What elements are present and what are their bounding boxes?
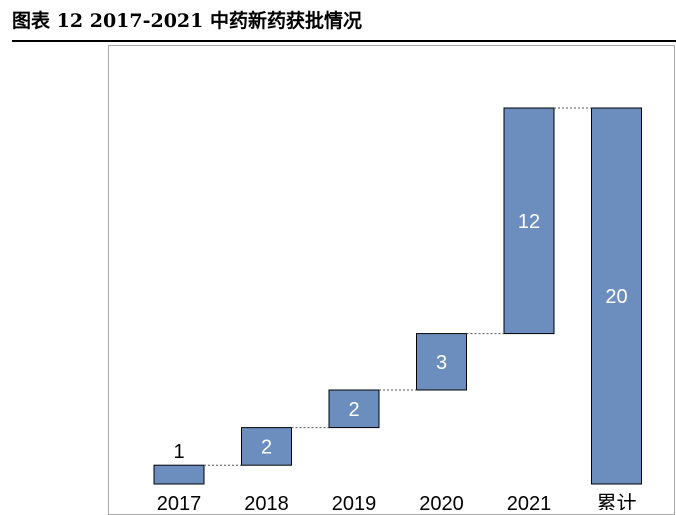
bar-2021 xyxy=(503,107,555,335)
x-tick-label-2017: 2017 xyxy=(157,493,202,510)
data-label-2021: 12 xyxy=(518,211,540,233)
figure-number: 12 xyxy=(56,10,84,32)
bar-2020 xyxy=(416,333,467,391)
bar-2017 xyxy=(153,464,205,485)
figure-caption: 2017-2021 中药新药获批情况 xyxy=(89,10,362,32)
x-tick-label-累计: 累计 xyxy=(597,492,637,510)
bar-2019 xyxy=(328,389,380,429)
data-label-2018: 2 xyxy=(261,436,272,458)
bar-累计 xyxy=(591,107,642,485)
data-label-累计: 20 xyxy=(605,286,627,308)
x-tick-label-2018: 2018 xyxy=(244,493,289,510)
data-label-2017: 1 xyxy=(173,441,184,463)
data-label-2020: 3 xyxy=(436,352,447,374)
figure-title: 图表 12 2017-2021 中药新药获批情况 xyxy=(12,6,362,33)
figure-label: 图表 xyxy=(12,10,51,32)
data-label-2019: 2 xyxy=(348,399,359,421)
x-tick-label-2019: 2019 xyxy=(332,493,377,510)
title-rule xyxy=(12,40,676,42)
x-tick-label-2020: 2020 xyxy=(419,493,464,510)
bar-2018 xyxy=(241,427,292,466)
x-tick-label-2021: 2021 xyxy=(507,493,552,510)
